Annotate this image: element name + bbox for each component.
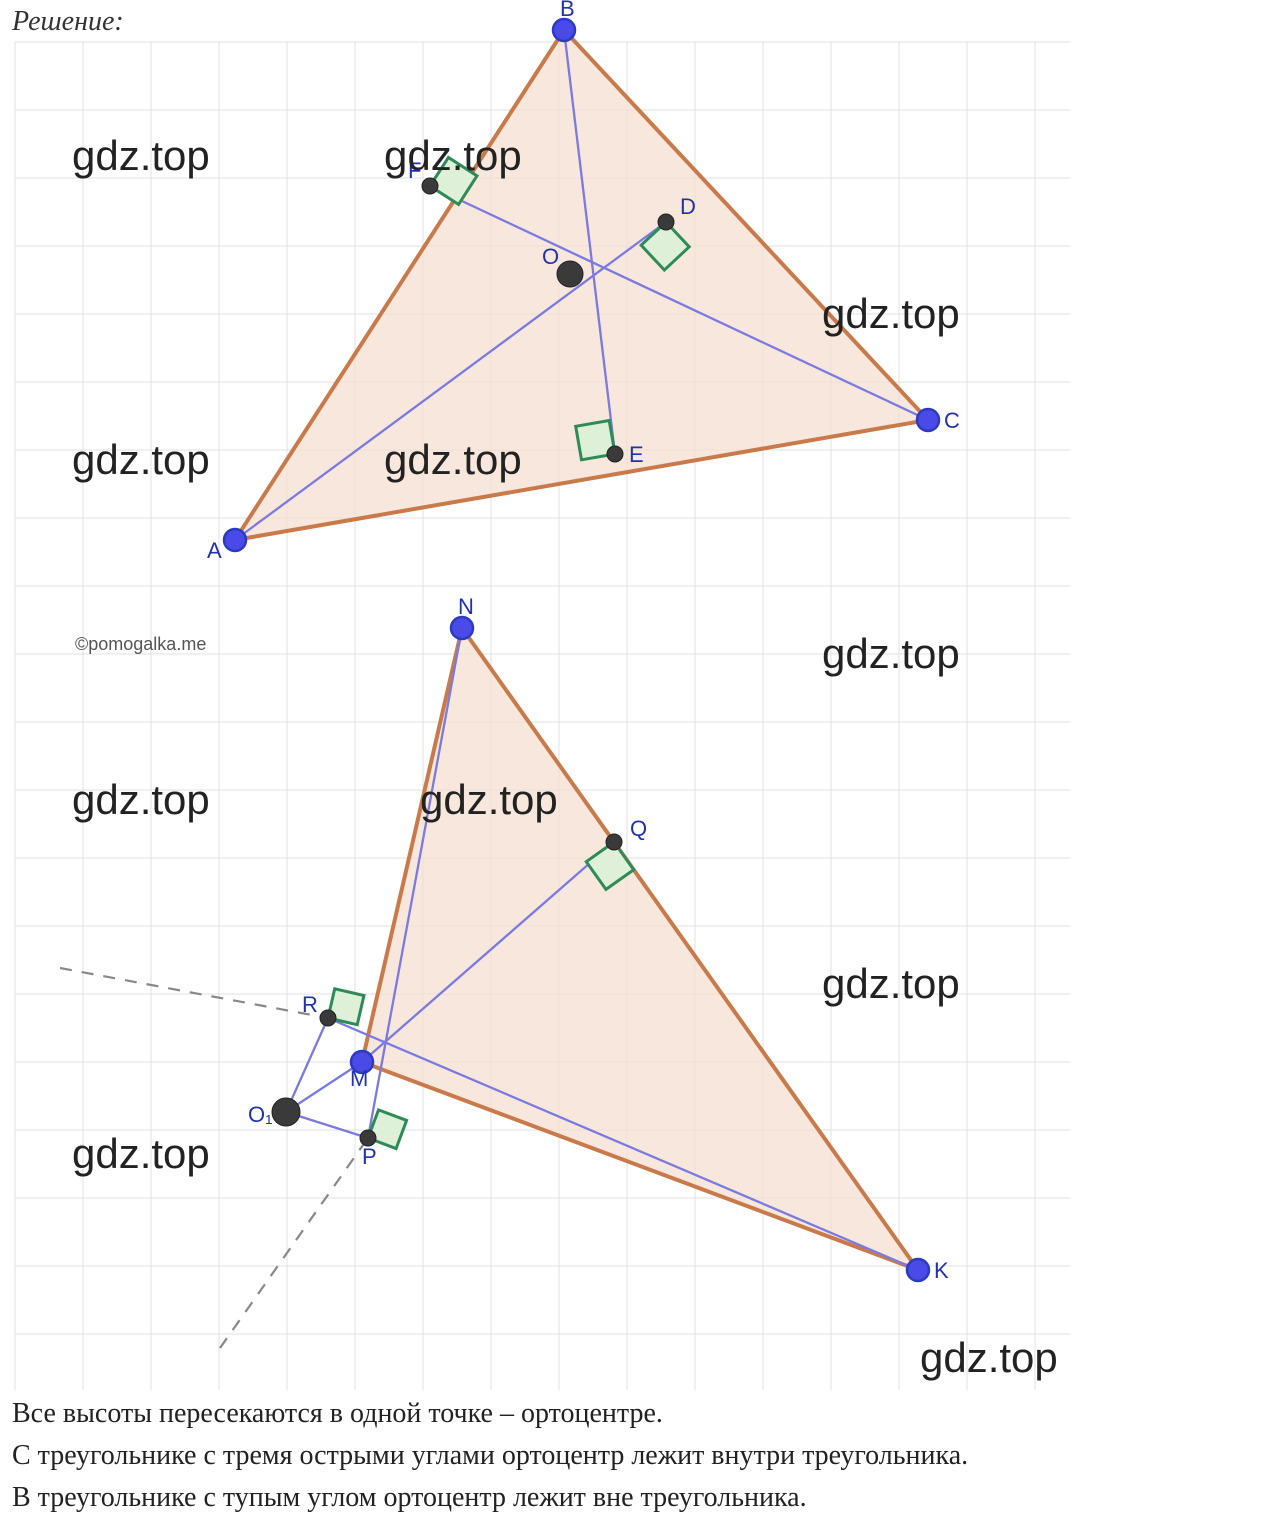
footer-line: В треугольнике с тупым углом ортоцентр л… [12,1482,807,1514]
svg-text:M: M [350,1066,368,1091]
footer-line: Все высоты пересекаются в одной точке – … [12,1398,663,1430]
solution-heading: Решение: [12,6,124,38]
svg-text:D: D [680,194,696,219]
svg-text:O₁: O₁ [248,1102,273,1127]
svg-text:C: C [944,408,960,433]
footer-line: С треугольнике с тремя острыми углами ор… [12,1440,968,1472]
copyright-text: ©pomogalka.me [75,634,206,655]
page-root: Решение: DEFABCO PQRMNKO₁ gdz.topgdz.top… [0,0,1277,1499]
svg-text:R: R [302,992,318,1017]
svg-text:K: K [934,1258,949,1283]
svg-text:N: N [458,594,474,619]
svg-text:A: A [207,538,222,563]
svg-text:Q: Q [630,816,647,841]
geometry-canvas: DEFABCO PQRMNKO₁ [15,42,1070,1390]
svg-text:O: O [542,244,559,269]
svg-text:P: P [362,1144,377,1169]
svg-text:B: B [560,0,575,21]
svg-text:F: F [408,158,421,183]
svg-text:E: E [629,442,644,467]
